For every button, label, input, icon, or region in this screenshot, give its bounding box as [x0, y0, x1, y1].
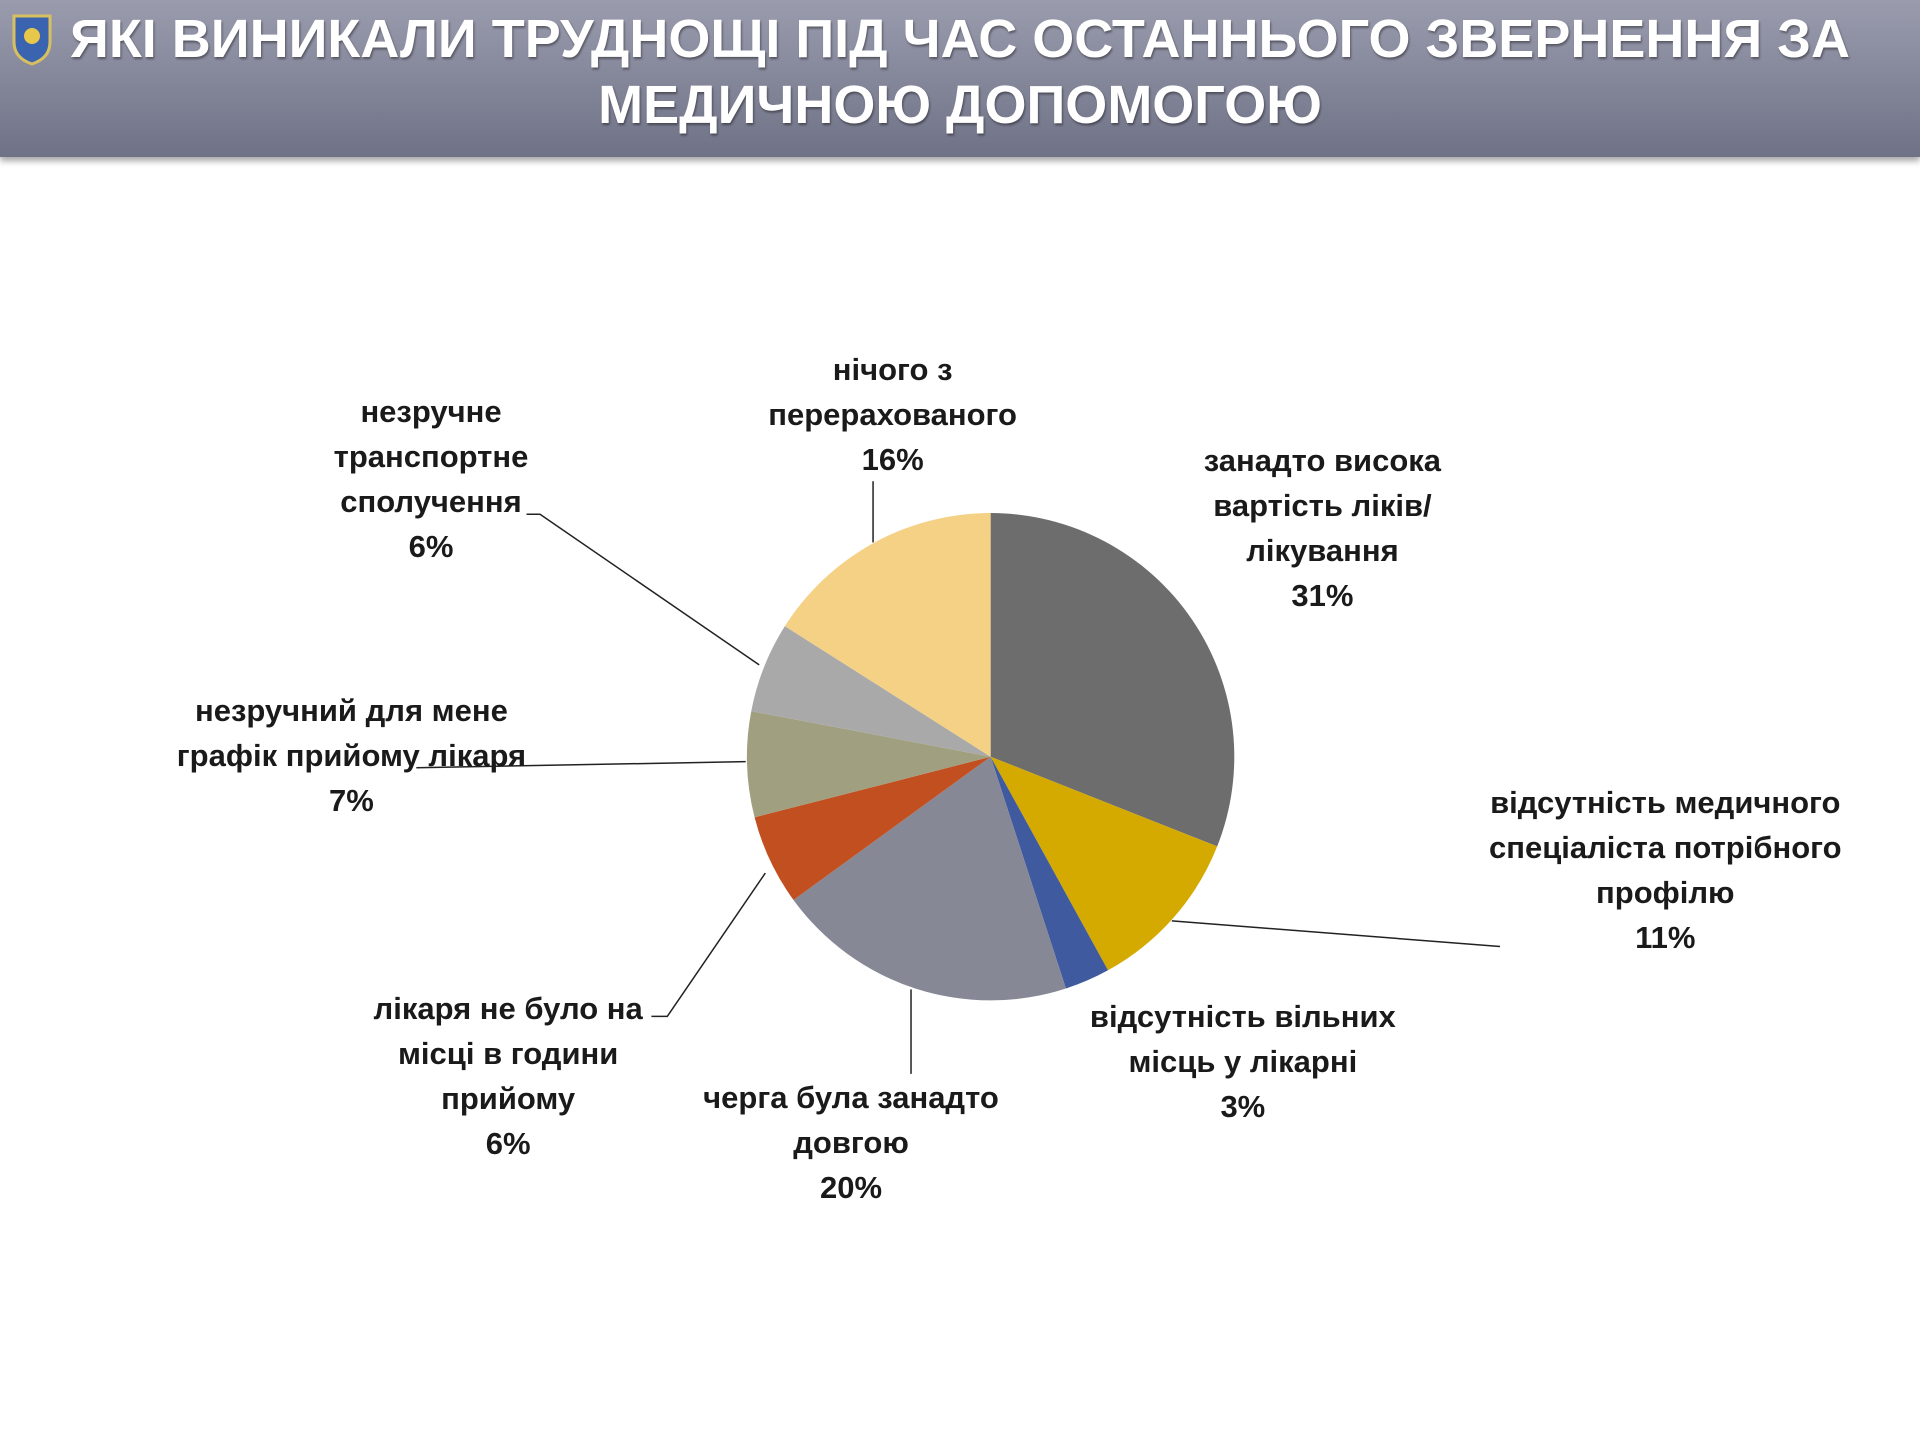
data-label: відсутність медичного спеціаліста потріб… [1488, 780, 1843, 960]
leader-line [1171, 920, 1501, 948]
data-label: лікаря не було на місці в години прийому… [355, 986, 661, 1166]
pie-slice [990, 756, 1218, 971]
category-label: лікаря не було на місці в години прийому [373, 990, 643, 1116]
data-label: черга була занадто довгою 20% [686, 1075, 1017, 1210]
category-label: відсутність вільних місць у лікарні [1089, 999, 1396, 1080]
data-label: незручний для мене графік прийому лікаря… [168, 688, 535, 823]
value-label: 31% [1291, 578, 1354, 614]
category-label: незручний для мене графік прийому лікаря [176, 693, 527, 774]
pie-slice [754, 756, 991, 900]
data-label: занадто висока вартість ліків/лікування 3… [1182, 438, 1464, 618]
chart-title: ЯКІ ВИНИКАЛИ ТРУДНОЩІ ПІД ЧАС ОСТАННЬОГО… [70, 9, 1850, 135]
pie-slice [784, 513, 991, 757]
pie-slice [751, 626, 991, 757]
value-label: 6% [408, 529, 454, 565]
category-label: нічого з перерахованого [768, 351, 1017, 432]
leader-line [416, 760, 746, 769]
category-label: відсутність медичного спеціаліста потріб… [1489, 785, 1842, 910]
value-label: 16% [861, 441, 924, 477]
value-label: 20% [819, 1170, 883, 1206]
value-label: 3% [1220, 1089, 1266, 1125]
value-label: 7% [329, 783, 374, 819]
pie-slice [990, 756, 1109, 989]
category-label: занадто висока вартість ліків/лікування [1203, 443, 1442, 569]
category-label: незручне транспортне сполучення [333, 394, 529, 520]
pie-slice [746, 711, 991, 818]
header-bar: ЯКІ ВИНИКАЛИ ТРУДНОЩІ ПІД ЧАС ОСТАННЬОГО… [0, 0, 1920, 157]
pie-slice [990, 513, 1235, 847]
data-label: нічого з перерахованого 16% [746, 347, 1040, 482]
leader-line [651, 872, 766, 1018]
value-label: 11% [1635, 920, 1696, 955]
data-label: відсутність вільних місць у лікарні 3% [1071, 994, 1414, 1129]
emblem [12, 14, 52, 66]
data-label: незручне транспортне сполучення 6% [315, 389, 548, 569]
leader-line [526, 513, 760, 666]
value-label: 6% [485, 1125, 531, 1161]
pie-slice [793, 756, 1066, 1001]
category-label: черга була занадто довгою [703, 1080, 999, 1161]
